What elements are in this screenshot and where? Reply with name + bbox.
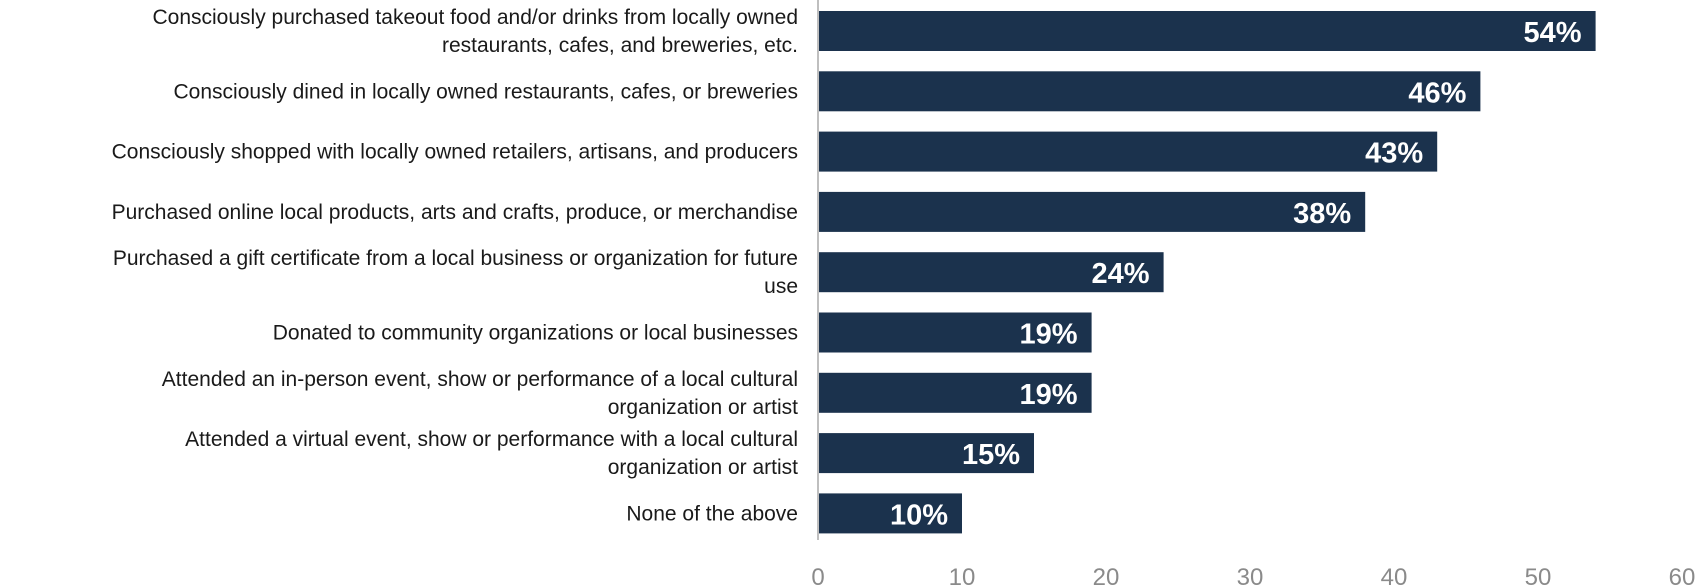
category-label-line: Purchased online local products, arts an… bbox=[112, 201, 798, 224]
x-tick-label: 0 bbox=[811, 564, 824, 588]
x-tick-label: 40 bbox=[1381, 564, 1408, 588]
bar-value-label: 46% bbox=[1408, 77, 1466, 109]
x-tick-label: 10 bbox=[949, 564, 976, 588]
category-label: Attended an in-person event, show or per… bbox=[162, 368, 798, 419]
bar-value-label: 10% bbox=[890, 499, 948, 531]
bar-value-label: 43% bbox=[1365, 138, 1423, 170]
category-label-line: organization or artist bbox=[608, 396, 798, 419]
category-label: Consciously dined in locally owned resta… bbox=[174, 80, 798, 103]
x-axis-ticks-group: 0 10 20 30 40 50 60 bbox=[811, 564, 1695, 588]
category-label: Attended a virtual event, show or perfor… bbox=[185, 428, 798, 479]
x-tick-label: 20 bbox=[1093, 564, 1120, 588]
bar bbox=[818, 252, 1164, 293]
x-tick-label: 30 bbox=[1237, 564, 1264, 588]
category-label-line: Consciously purchased takeout food and/o… bbox=[152, 6, 798, 29]
bar bbox=[818, 493, 962, 534]
bars-group: 54%46%43%38%24%19%19%15%10% bbox=[818, 11, 1596, 534]
category-label-line: restaurants, cafes, and breweries, etc. bbox=[442, 34, 798, 57]
x-tick-label: 60 bbox=[1669, 564, 1696, 588]
bar-value-label: 19% bbox=[1020, 379, 1078, 411]
category-label-line: Consciously shopped with locally owned r… bbox=[112, 141, 798, 164]
bar bbox=[818, 71, 1481, 112]
category-label: Consciously purchased takeout food and/o… bbox=[152, 6, 798, 57]
category-label-line: None of the above bbox=[626, 502, 798, 525]
category-label-line: Donated to community organizations or lo… bbox=[273, 322, 798, 345]
bar-value-label: 19% bbox=[1020, 319, 1078, 351]
category-label-line: Attended an in-person event, show or per… bbox=[162, 368, 798, 391]
x-tick-label: 50 bbox=[1525, 564, 1552, 588]
category-label-line: Purchased a gift certificate from a loca… bbox=[113, 247, 798, 270]
bar bbox=[818, 191, 1366, 232]
bar-value-label: 15% bbox=[962, 439, 1020, 471]
category-label: Donated to community organizations or lo… bbox=[273, 322, 798, 345]
category-label-line: use bbox=[764, 275, 798, 298]
category-label: None of the above bbox=[626, 502, 798, 525]
category-labels-group: Consciously purchased takeout food and/o… bbox=[112, 6, 799, 525]
category-label-line: Attended a virtual event, show or perfor… bbox=[185, 428, 798, 451]
bar-value-label: 54% bbox=[1524, 17, 1582, 49]
bar bbox=[818, 312, 1092, 353]
category-label-line: organization or artist bbox=[608, 456, 798, 479]
bar bbox=[818, 433, 1034, 474]
category-label: Consciously shopped with locally owned r… bbox=[112, 141, 798, 164]
category-label-line: Consciously dined in locally owned resta… bbox=[174, 80, 798, 103]
bar-value-label: 38% bbox=[1293, 198, 1351, 230]
category-label: Purchased a gift certificate from a loca… bbox=[113, 247, 798, 298]
category-label: Purchased online local products, arts an… bbox=[112, 201, 798, 224]
bar-value-label: 24% bbox=[1092, 258, 1150, 290]
bar bbox=[818, 131, 1438, 172]
bar bbox=[818, 372, 1092, 413]
bar bbox=[818, 11, 1596, 51]
